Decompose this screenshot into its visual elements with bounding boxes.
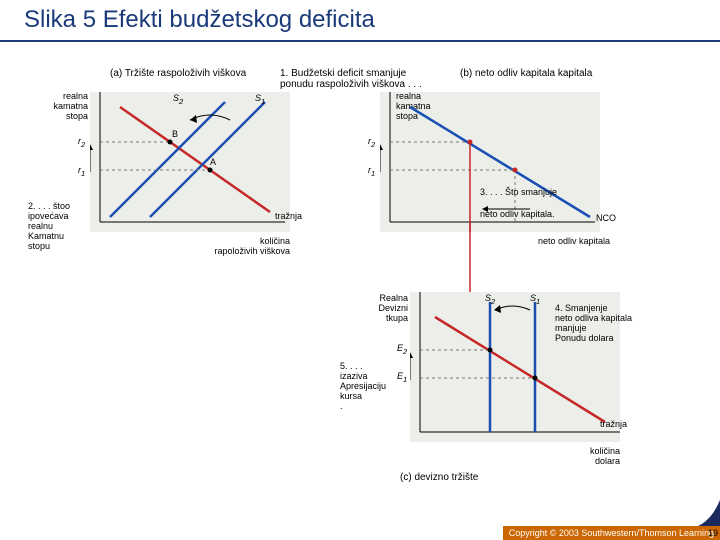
panel-b-r1: r1: [368, 166, 375, 178]
slide-title: Slika 5 Efekti budžetskog deficita: [24, 6, 696, 34]
copyright-bar: Copyright © 2003 Southwestern/Thomson Le…: [503, 526, 720, 540]
panel-b-qty-arrow: [470, 197, 550, 227]
slide-header: Slika 5 Efekti budžetskog deficita: [0, 0, 720, 42]
panel-b-title: (b) neto odliv kapitala kapitala: [460, 68, 592, 79]
copyright-text: Copyright © 2003 Southwestern/Thomson Le…: [509, 528, 714, 538]
panel-c-s2: S2: [485, 294, 495, 306]
panel-c-xlabel: količina dolara: [560, 447, 620, 467]
panel-b-nco: NCO: [596, 214, 616, 224]
panel-c-s1: S1: [530, 294, 540, 306]
diagram-canvas: 1. Budžetski deficit smanjuje ponudu ras…: [0, 42, 720, 540]
panel-a-ylabel: realna kamatna stopa: [40, 92, 88, 122]
panel-a-B: B: [172, 130, 178, 140]
panel-a-r1: r1: [78, 166, 85, 178]
panel-a-s2: S2: [173, 94, 183, 106]
panel-c-ylabel: Realna Devizni tkupa: [360, 294, 408, 324]
panel-b-r2: r2: [368, 137, 375, 149]
panel-a-demand: tražnja: [275, 212, 302, 222]
panel-a-chart: [90, 92, 290, 232]
annot-5: 5. . . . izaziva Apresijaciju kursa .: [340, 362, 400, 411]
annot-1: 1. Budžetski deficit smanjuje ponudu ras…: [280, 68, 460, 90]
panel-c-e2: E2: [397, 344, 407, 356]
panel-c-demand: tražnja: [600, 420, 627, 430]
panel-a-s1: S1: [255, 94, 265, 106]
panel-a-xlabel: količina rapoloživih viškova: [210, 237, 290, 257]
panel-c-title: (c) devizno tržište: [400, 472, 478, 483]
panel-a-r2: r2: [78, 137, 85, 149]
panel-a-A: A: [210, 158, 216, 168]
annot-4: 4. Smanjenje neto odliva kapitala manjuj…: [555, 304, 655, 344]
corner-decoration: [692, 500, 720, 528]
page-number: 19: [708, 528, 718, 538]
panel-a-title: (a) Tržište raspoloživih viškova: [110, 68, 246, 79]
annot-2: 2. . . . štoo ipovećava realnu Kamatnu s…: [28, 202, 84, 251]
